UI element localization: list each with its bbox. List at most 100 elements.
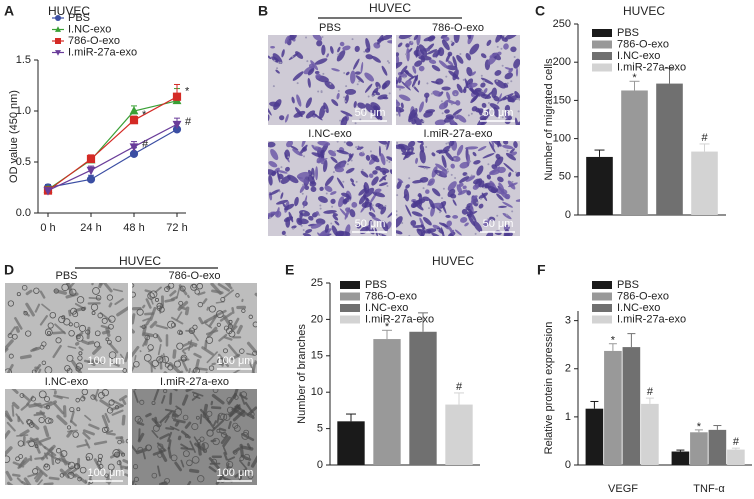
micrograph — [5, 389, 128, 485]
annotation: * — [632, 72, 637, 84]
cell — [315, 211, 320, 216]
y-tick-label: 200 — [553, 56, 571, 68]
cell — [330, 156, 338, 164]
tube — [5, 347, 9, 354]
cell — [363, 184, 367, 195]
cell — [445, 214, 451, 218]
cell — [116, 460, 122, 466]
cell — [302, 233, 312, 236]
tube — [202, 403, 209, 418]
cell — [108, 323, 114, 330]
cell — [23, 311, 28, 316]
legend-label: 786-O-exo — [617, 38, 669, 50]
pore — [322, 72, 325, 75]
cell — [49, 311, 57, 319]
tube — [202, 443, 206, 453]
tube — [17, 459, 25, 470]
cell — [243, 429, 250, 436]
cell — [438, 102, 448, 110]
cell — [412, 65, 417, 74]
cell — [136, 308, 144, 316]
cell — [324, 175, 334, 187]
tube — [40, 401, 52, 407]
cell — [316, 157, 322, 164]
cell — [365, 154, 371, 161]
cell — [45, 405, 50, 410]
cell — [472, 151, 477, 157]
cell — [340, 116, 348, 125]
cell — [446, 99, 457, 105]
cell — [455, 100, 461, 106]
tube — [174, 461, 182, 472]
tube — [208, 466, 217, 473]
cell — [291, 225, 297, 229]
cell — [508, 67, 514, 73]
tube — [134, 354, 137, 361]
pore — [321, 36, 324, 39]
tube — [105, 432, 116, 436]
cell — [408, 107, 418, 120]
cell — [378, 145, 381, 157]
marker — [86, 175, 96, 184]
tube — [43, 425, 50, 438]
legend-label: I.NC-exo — [68, 23, 111, 35]
pore — [396, 213, 398, 216]
pore — [438, 211, 441, 214]
marker — [129, 116, 139, 125]
cell — [270, 45, 275, 49]
cell — [347, 153, 354, 162]
cell — [467, 35, 472, 40]
pore — [302, 183, 305, 186]
tube — [182, 342, 190, 347]
cell — [91, 311, 96, 315]
cell — [400, 65, 408, 75]
bar — [373, 339, 401, 465]
tube — [206, 351, 218, 364]
legend-swatch — [340, 315, 360, 324]
tube — [67, 283, 76, 290]
cell — [195, 415, 200, 420]
cell — [456, 114, 467, 123]
cell — [108, 315, 116, 323]
cell — [377, 35, 384, 45]
legend-label: I.miR-27a-exo — [365, 313, 434, 325]
cell — [485, 231, 494, 236]
tube — [145, 319, 151, 326]
cell — [144, 444, 152, 452]
pore — [350, 159, 353, 162]
cell — [505, 152, 516, 161]
tube — [157, 354, 164, 362]
pore — [388, 92, 391, 95]
tube — [93, 440, 108, 446]
tube — [67, 345, 77, 349]
cell — [419, 177, 429, 183]
pore — [373, 92, 376, 95]
cell — [403, 194, 407, 199]
cell — [97, 391, 105, 399]
y-axis-label: Relative protein expression — [543, 322, 555, 455]
tube — [159, 433, 171, 440]
cell — [380, 206, 387, 215]
cell — [310, 167, 315, 180]
cell — [489, 169, 501, 176]
legend-label: I.miR-27a-exo — [68, 46, 137, 58]
pore — [500, 47, 503, 50]
tube — [111, 409, 124, 416]
cell — [445, 53, 451, 62]
tube — [189, 343, 197, 348]
cell — [5, 455, 11, 463]
pore — [479, 197, 482, 200]
tube — [56, 414, 68, 426]
cell — [192, 324, 198, 330]
pore — [426, 82, 429, 85]
legend-swatch — [592, 40, 612, 49]
cell — [307, 67, 315, 76]
x-tick-label: VEGF — [608, 483, 638, 495]
tube — [142, 332, 154, 338]
bar — [690, 432, 708, 465]
cell — [441, 86, 451, 91]
pore — [346, 163, 349, 166]
tube — [144, 338, 149, 346]
cell — [106, 294, 114, 301]
pore — [510, 80, 513, 83]
